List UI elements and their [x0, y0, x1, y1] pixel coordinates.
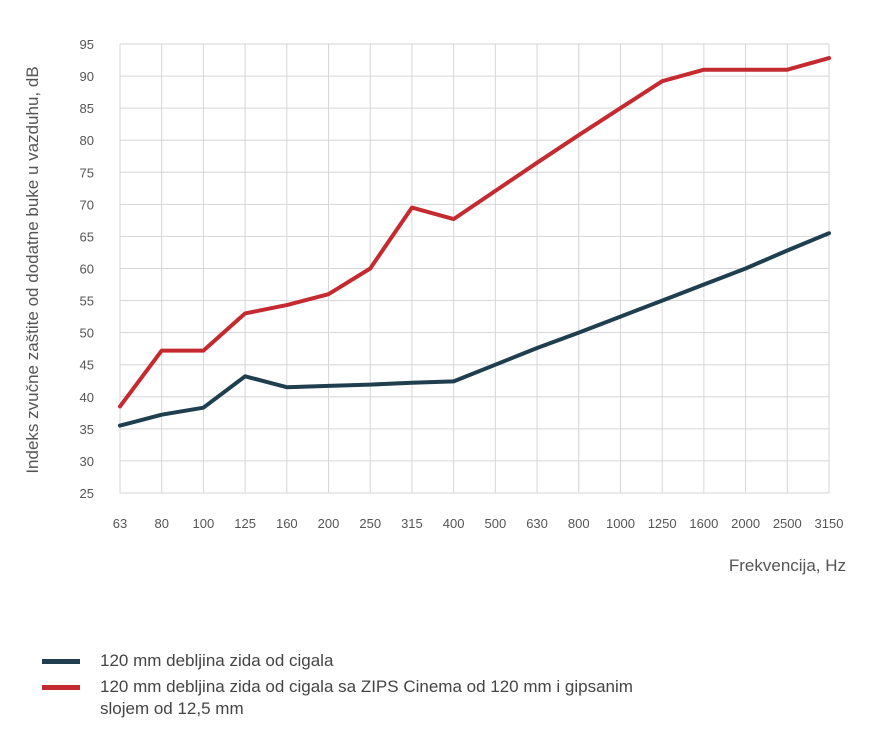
legend: 120 mm debljina zida od cigala 120 mm de…	[42, 650, 682, 724]
x-axis-label: Frekvencija, Hz	[729, 556, 846, 575]
legend-swatch-series-1	[42, 659, 80, 664]
y-tick-label: 95	[80, 37, 94, 52]
legend-swatch-series-2	[42, 685, 80, 690]
x-tick-label: 125	[234, 516, 256, 531]
legend-label-series-1: 120 mm debljina zida od cigala	[100, 651, 334, 670]
x-tick-label: 63	[113, 516, 127, 531]
x-tick-label: 80	[154, 516, 168, 531]
series-line-2	[118, 56, 831, 409]
y-tick-label: 25	[80, 486, 94, 501]
y-tick-label: 65	[80, 229, 94, 244]
y-tick-label: 90	[80, 69, 94, 84]
x-tick-label: 400	[443, 516, 465, 531]
y-tick-label: 85	[80, 101, 94, 116]
y-tick-label: 55	[80, 294, 94, 309]
legend-item-series-1: 120 mm debljina zida od cigala	[42, 650, 682, 672]
y-tick-labels: 25 30 35 40 45 50 55 60 65 70 75 80 85 90 95	[80, 37, 94, 501]
x-tick-label: 1250	[648, 516, 677, 531]
x-tick-labels: 63 80 100 125 160 200 250 315 400 500 630 800 1000 12…	[113, 516, 844, 531]
x-tick-label: 1600	[689, 516, 718, 531]
y-tick-label: 40	[80, 390, 94, 405]
y-tick-label: 75	[80, 165, 94, 180]
x-tick-label: 160	[276, 516, 298, 531]
y-tick-label: 80	[80, 133, 94, 148]
x-tick-label: 1000	[606, 516, 635, 531]
y-tick-label: 35	[80, 422, 94, 437]
series-line-1	[118, 231, 831, 428]
y-axis-label: Indeks zvučne zaštite od dodatne buke u …	[23, 66, 42, 473]
grid	[119, 43, 830, 494]
x-tick-label: 800	[568, 516, 590, 531]
y-tick-label: 50	[80, 326, 94, 341]
y-tick-label: 30	[80, 454, 94, 469]
x-tick-label: 3150	[815, 516, 844, 531]
x-tick-label: 2000	[731, 516, 760, 531]
x-tick-label: 315	[401, 516, 423, 531]
x-tick-label: 2500	[773, 516, 802, 531]
x-tick-label: 100	[193, 516, 215, 531]
y-tick-label: 45	[80, 358, 94, 373]
x-tick-label: 250	[359, 516, 381, 531]
series-lines	[118, 56, 831, 428]
legend-label-series-2: 120 mm debljina zida od cigala sa ZIPS C…	[100, 677, 633, 718]
legend-item-series-2: 120 mm debljina zida od cigala sa ZIPS C…	[42, 676, 682, 720]
x-tick-label: 200	[318, 516, 340, 531]
y-tick-label: 60	[80, 262, 94, 277]
y-tick-label: 70	[80, 197, 94, 212]
x-tick-label: 630	[526, 516, 548, 531]
line-chart: 25 30 35 40 45 50 55 60 65 70 75 80 85 90 95 63 80 100 12…	[23, 37, 846, 575]
x-tick-label: 500	[485, 516, 507, 531]
